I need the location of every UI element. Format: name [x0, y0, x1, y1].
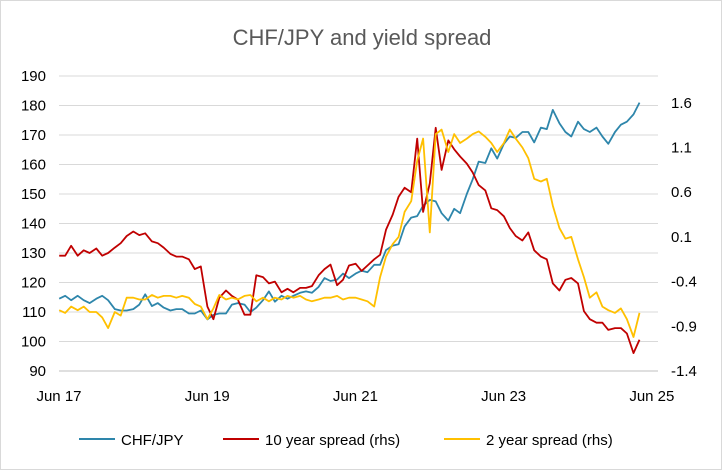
legend: CHF/JPY 10 year spread (rhs) 2 year spread… [79, 432, 613, 449]
right-tick-label: -0.9 [671, 318, 697, 335]
series-lines [58, 102, 641, 354]
right-tick-label: 1.1 [671, 140, 692, 157]
left-axis-tick-labels: 90 100 110 120 130 140 150 160 170 180 190 [21, 68, 46, 380]
left-tick-label: 120 [21, 275, 46, 292]
x-tick-label: Jun 19 [185, 388, 230, 405]
right-tick-label: -1.4 [671, 363, 697, 380]
series-line-2 [59, 126, 641, 354]
right-tick-label: 0.1 [671, 229, 692, 246]
x-tick-label: Jun 25 [629, 388, 674, 405]
x-axis-tick-labels: Jun 17 Jun 19 Jun 21 Jun 23 Jun 25 [36, 388, 674, 405]
series-line-3 [58, 128, 641, 338]
legend-label: 2 year spread (rhs) [486, 432, 613, 449]
left-tick-label: 90 [29, 363, 46, 380]
x-tick-label: Jun 17 [36, 388, 81, 405]
left-tick-label: 140 [21, 216, 46, 233]
left-tick-label: 170 [21, 127, 46, 144]
right-tick-label: 1.6 [671, 95, 692, 112]
right-axis-tick-labels: -1.4 -0.9 -0.4 0.1 0.6 1.1 1.6 [671, 95, 697, 380]
left-tick-label: 110 [22, 304, 46, 321]
left-tick-label: 180 [21, 98, 46, 115]
left-tick-label: 100 [21, 334, 46, 351]
legend-label: CHF/JPY [121, 432, 184, 449]
left-tick-label: 190 [21, 68, 46, 85]
gridlines [59, 75, 658, 342]
left-tick-label: 130 [21, 245, 46, 262]
right-tick-label: -0.4 [671, 274, 697, 291]
x-tick-label: Jun 23 [481, 388, 526, 405]
series-line-1 [58, 102, 641, 321]
right-tick-label: 0.6 [671, 184, 692, 201]
left-tick-label: 150 [21, 186, 46, 203]
x-tick-label: Jun 21 [333, 388, 378, 405]
chart-title: CHF/JPY and yield spread [233, 25, 492, 50]
legend-label: 10 year spread (rhs) [265, 432, 400, 449]
left-tick-label: 160 [21, 157, 46, 174]
